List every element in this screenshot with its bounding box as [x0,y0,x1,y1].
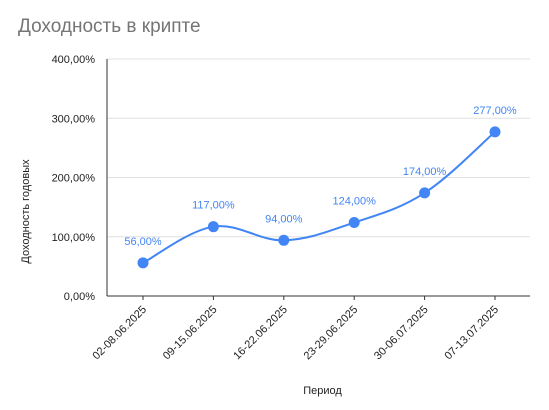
series-line [142,131,496,264]
chart-title: Доходность в крипте [18,16,201,37]
y-tick-label: 0,00% [64,291,95,303]
x-tick-label: 09-15.06.2025 [161,304,220,363]
y-tick-label: 100,00% [52,232,96,244]
data-point [348,217,360,229]
x-axis-title: Период [303,385,342,397]
x-tick-label: 23-29.06.2025 [302,304,361,363]
data-label: 174,00% [403,166,447,178]
series-layer [137,126,501,269]
data-label: 277,00% [473,105,517,117]
y-tick-label: 400,00% [52,54,96,66]
y-tick-label: 200,00% [52,173,96,185]
x-tick-label: 30-06.07.2025 [372,304,431,363]
data-label: 124,00% [332,196,376,208]
x-tick-label: 07-13.07.2025 [442,304,501,363]
x-tick-label: 02-08.06.2025 [90,304,149,363]
gridlines [107,58,530,238]
data-point [137,257,149,269]
data-label: 94,00% [265,213,303,225]
labels-layer: 56,00% 117,00% 94,00% 124,00% 174,00% 277,00% [124,105,517,248]
axes: 0,00% 100,00% 200,00% 300,00% 400,00% 02-08.0… [52,54,530,362]
y-axis-title: Доходность годовых [20,159,32,264]
data-point [489,126,501,138]
data-point [207,221,219,233]
data-label: 117,00% [192,200,235,212]
data-point [278,234,290,246]
data-point [419,187,431,199]
y-tick-label: 300,00% [52,113,96,125]
x-tick-label: 16-22.06.2025 [231,304,290,363]
data-label: 56,00% [124,236,162,248]
